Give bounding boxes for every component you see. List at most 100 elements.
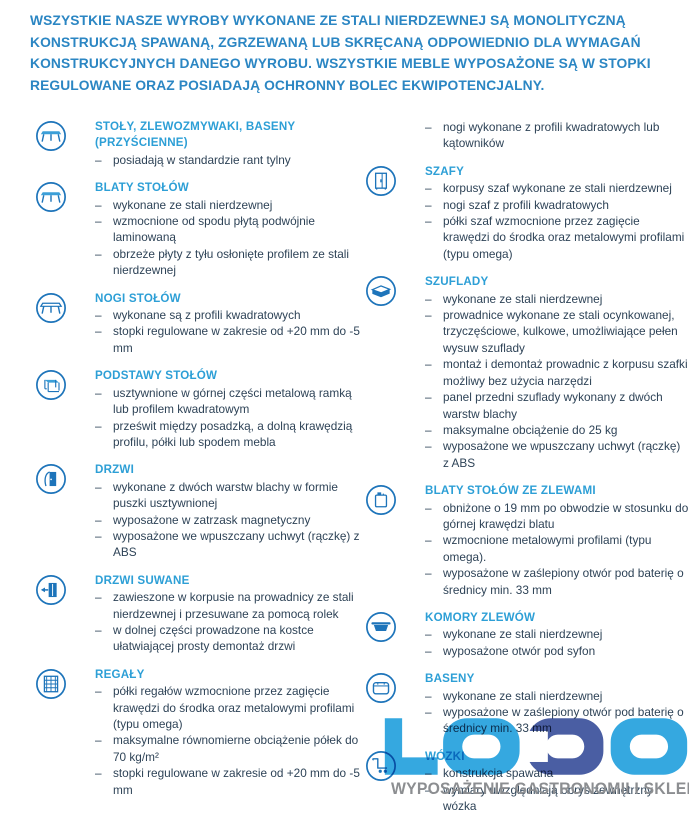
bullet-dash: – [425,439,432,454]
bullet-dash: – [425,214,432,229]
bullet-text: maksymalne równomierne obciążenie półek … [113,733,359,764]
table-legs-icon [35,292,95,324]
feature-bullet: – wzmocnione od spodu płytą podwójnie lam… [95,213,360,246]
bullet-text: w dolnej części prowadzone na kostce uła… [113,622,314,654]
section-title: DRZWI [95,463,134,477]
bullet-text: prześwit między posadzką, a dolną krawęd… [113,418,353,449]
section-title: KOMORY ZLEWÓW [425,610,536,624]
sliding-door-icon [35,574,95,606]
bullet-dash: – [95,590,102,605]
feature-bullet: – wykonane ze stali nierdzewnej [425,688,689,704]
feature-bullet: – prześwit między posadzką, a dolną krawę… [95,418,360,451]
feature-list: – wykonane ze stali nierdzewnej – prowadnic… [425,291,689,471]
bullet-dash: – [425,782,432,797]
feature-list: – wykonane ze stali nierdzewnej – wzmocnion… [95,197,360,279]
feature-bullet: – półki regałów wzmocnione przez zagięcie… [95,683,360,732]
feature-bullet: – wyposażone we wpuszczany uchwyt (rączkę… [95,528,360,561]
feature-bullet: – montaż i demontaż prowadnic z korpusu s… [425,356,689,389]
feature-bullet: – posiadają w standardzie rant tylny [95,152,360,168]
bullet-text: wykonane ze stali nierdzewnej [443,688,603,703]
bullet-dash: – [425,566,432,581]
bullet-text: usztywnione w górnej części metalową ram… [113,385,352,417]
product-section: DRZWI – wykonane z dwóch warstw blachy w … [30,462,360,560]
bullet-text: wyposażone we wpuszczany uchwyt (rączkę)… [443,439,681,470]
bullet-text: nogi wykonane z profili kwadratowych lub… [443,120,660,151]
bullet-text: wyposażone w zaślepiony otwór pod bateri… [443,566,684,597]
section-title: BLATY STOŁÓW [95,181,189,195]
section-title: NOGI STOŁÓW [95,291,181,305]
bullet-text: montaż i demontaż prowadnic z korpusu sz… [443,357,688,388]
bullet-dash: – [425,197,432,212]
feature-list: – usztywnione w górnej części metalową ra… [95,385,360,451]
bullet-dash: – [95,246,102,261]
table-icon [35,181,95,213]
left-column: STOŁY, ZLEWOZMYWAKI, BASENY (PRZYŚCIENNE… [30,119,360,826]
feature-list: – wykonane ze stali nierdzewnej – wyposażon… [425,688,689,737]
feature-list: – wykonane są z profili kwadratowych – stop… [95,307,360,356]
lodo-logo [383,717,689,776]
bullet-text: maksymalne obciążenie do 25 kg [443,422,618,437]
product-section: – nogi wykonane z profili kwadratowych lu… [360,119,689,152]
section-title: BLATY STOŁÓW ZE ZLEWAMI [425,484,596,498]
feature-list: – nogi wykonane z profili kwadratowych lu… [425,119,689,152]
section-title: PODSTAWY STOŁÓW [95,369,218,383]
bullet-dash: – [95,622,102,637]
section-title: SZAFY [425,164,465,178]
bullet-text: obniżone o 19 mm po obwodzie w stosunku … [443,500,689,531]
product-section: BASENY – wykonane ze stali nierdzewnej – wy… [360,671,689,737]
basin-icon [365,672,425,704]
section-title: REGAŁY [95,667,145,681]
feature-bullet: – wyposażone we wpuszczany uchwyt (rączkę… [425,438,689,471]
section-title: SZUFLADY [425,275,489,289]
feature-bullet: – wzmocnione metalowymi profilami (typu o… [425,532,689,565]
catalog-page: WSZYSTKIE NASZE WYROBY WYKONANE ZE STALI… [0,10,689,813]
feature-bullet: – zawieszone w korpusie na prowadnicy ze … [95,589,360,622]
bullet-dash: – [95,733,102,748]
product-section: DRZWI SUWANE – zawieszone w korpusie na p… [30,573,360,655]
bullet-text: wyposażone otwór pod syfon [443,643,596,658]
feature-bullet: – maksymalne obciążenie do 25 kg [425,422,689,438]
bullet-text: zawieszone w korpusie na prowadnicy ze s… [113,590,354,621]
feature-list: – wykonane z dwóch warstw blachy w formie… [95,479,360,561]
cabinet-icon [365,165,425,197]
bullet-text: prowadnice wykonane ze stali ocynkowanej… [443,308,678,355]
bullet-dash: – [95,385,102,400]
feature-bullet: – obrzeże płyty z tyłu osłonięte profilem… [95,246,360,279]
bullet-dash: – [425,533,432,548]
product-section: STOŁY, ZLEWOZMYWAKI, BASENY (PRZYŚCIENNE… [30,119,360,168]
bullet-text: wyposażone we wpuszczany uchwyt (rączkę)… [113,528,360,560]
product-section: SZAFY – korpusy szaf wykonane ze stali ni… [360,164,689,262]
table-icon [35,120,95,152]
sink-worktop-icon [365,484,425,516]
feature-list: – korpusy szaf wykonane ze stali nierdzew… [425,180,689,262]
bullet-text: panel przedni szuflady wykonany z dwóch … [443,390,663,421]
bullet-dash: – [425,308,432,323]
feature-bullet: – wykonane ze stali nierdzewnej [425,291,689,307]
feature-bullet: – półki szaf wzmocnione przez zagięcie kr… [425,213,689,262]
feature-bullet: – prowadnice wykonane ze stali ocynkowane… [425,307,689,356]
feature-bullet: – stopki regulowane w zakresie od +20 mm … [95,765,360,798]
intro-paragraph: WSZYSTKIE NASZE WYROBY WYKONANE ZE STALI… [30,13,651,93]
feature-list: – obniżone o 19 mm po obwodzie w stosunku… [425,500,689,598]
feature-bullet: – wyposażone w zaślepiony otwór pod bater… [425,565,689,598]
bullet-text: wykonane z dwóch warstw blachy w formie … [113,479,338,511]
product-section: SZUFLADY – wykonane ze stali nierdzewnej –… [360,274,689,471]
sink-bowl-icon [365,611,425,643]
door-icon [35,463,95,495]
product-section: BLATY STOŁÓW – wykonane ze stali nierdzew… [30,180,360,278]
bullet-dash: – [95,479,102,494]
bullet-text: półki szaf wzmocnione przez zagięcie kra… [443,214,685,261]
product-section: KOMORY ZLEWÓW – wykonane ze stali nierdze… [360,610,689,659]
feature-bullet: – wyposażone w zatrzask magnetyczny [95,512,360,528]
section-title: DRZWI SUWANE [95,573,190,587]
feature-bullet: – nogi szaf z profili kwadratowych [425,197,689,213]
feature-bullet: – w dolnej części prowadzone na kostce uł… [95,622,360,655]
product-section: PODSTAWY STOŁÓW – usztywnione w górnej cz… [30,368,360,450]
bullet-text: korpusy szaf wykonane ze stali nierdzewn… [443,181,672,196]
product-section: NOGI STOŁÓW – wykonane są z profili kwadr… [30,291,360,357]
bullet-text: wykonane ze stali nierdzewnej [443,627,603,642]
bullet-dash: – [95,766,102,781]
bullet-dash: – [95,152,102,167]
product-section: BLATY STOŁÓW ZE ZLEWAMI – obniżone o 19 m… [360,483,689,598]
section-title: STOŁY, ZLEWOZMYWAKI, BASENY (PRZYŚCIENNE… [95,120,296,150]
